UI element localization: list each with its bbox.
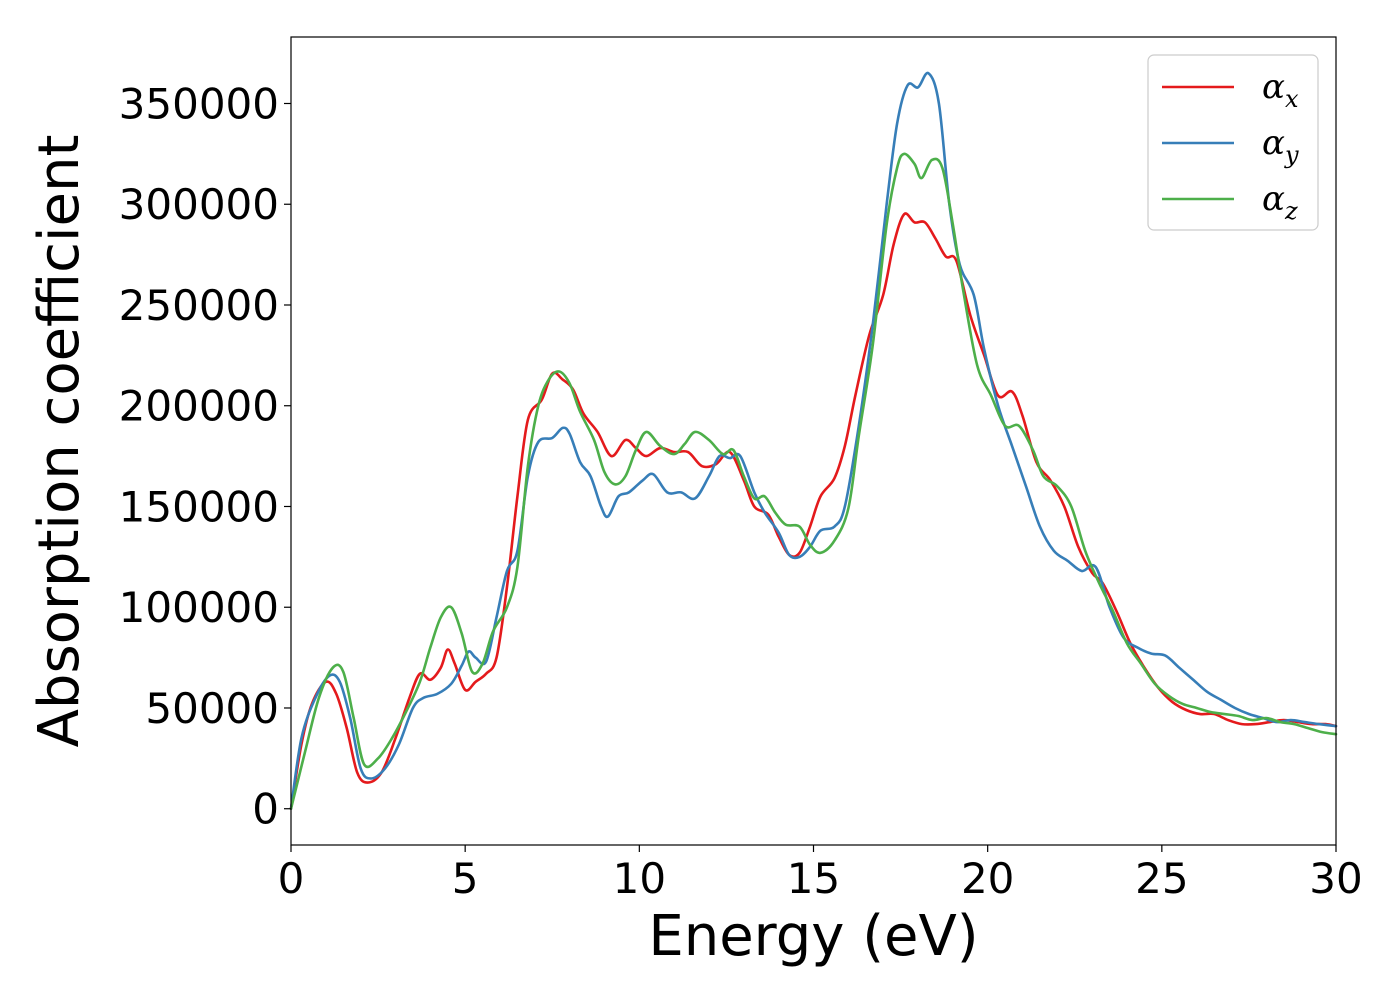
x-tick-label: 10 (613, 854, 666, 903)
y-axis-ticks: 0 50000 100000 150000 200000 250000 300000 3500… (119, 79, 291, 834)
legend-subscript: y (1284, 141, 1299, 169)
x-axis-label: Energy (eV) (648, 904, 978, 969)
legend-symbol: α (1262, 123, 1285, 163)
legend-subscript: x (1285, 85, 1299, 113)
series-line-z (289, 152, 1338, 811)
y-tick-label: 350000 (119, 79, 279, 128)
legend-subscript: z (1284, 197, 1298, 225)
x-tick-label: 5 (452, 854, 479, 903)
x-tick-label: 15 (787, 854, 840, 903)
x-tick-label: 0 (278, 854, 305, 903)
x-axis-ticks: 0 5 10 15 20 25 30 (278, 845, 1363, 903)
y-tick-label: 200000 (119, 382, 279, 431)
legend-label-z: αz (1262, 179, 1298, 225)
legend-symbol: α (1262, 67, 1285, 107)
legend-label-x: αx (1262, 67, 1299, 113)
series-line-x (289, 212, 1338, 811)
series-line-y (289, 71, 1338, 811)
x-tick-label: 20 (961, 854, 1014, 903)
series-layer (289, 71, 1338, 811)
y-tick-label: 50000 (145, 684, 279, 733)
x-tick-label: 30 (1309, 854, 1362, 903)
y-tick-label: 150000 (119, 482, 279, 531)
y-tick-label: 0 (252, 785, 279, 834)
x-tick-label: 25 (1135, 854, 1188, 903)
y-tick-label: 100000 (119, 583, 279, 632)
legend-label-y: αy (1262, 123, 1299, 169)
y-tick-label: 300000 (119, 180, 279, 229)
y-axis-label: Absorption coefficient (27, 135, 92, 748)
y-tick-label: 250000 (119, 281, 279, 330)
legend-symbol: α (1262, 179, 1285, 219)
